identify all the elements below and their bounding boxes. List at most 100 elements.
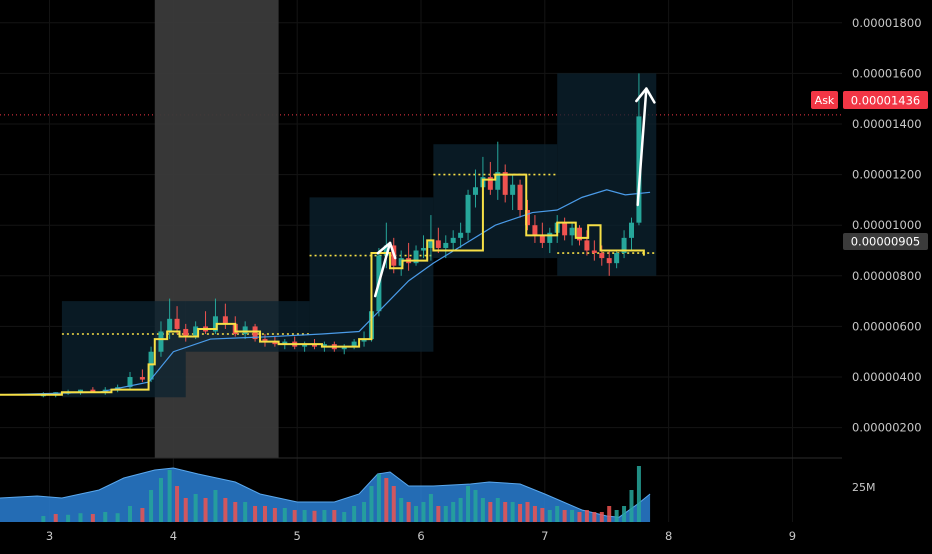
candle-body xyxy=(148,351,154,380)
volume-bar xyxy=(495,498,500,522)
volume-bar xyxy=(399,498,404,522)
volume-bar xyxy=(272,508,277,522)
candle-body xyxy=(629,222,634,238)
candle-body xyxy=(495,172,501,190)
volume-bar xyxy=(128,506,133,522)
candle-body xyxy=(262,339,268,342)
candle-body xyxy=(127,377,133,388)
volume-bar xyxy=(525,502,530,522)
volume-bar xyxy=(614,510,619,522)
candle-body xyxy=(413,250,419,264)
volume-bar xyxy=(183,498,188,522)
x-tick-label: 3 xyxy=(46,529,53,543)
candle-body xyxy=(465,194,471,233)
volume-bar xyxy=(607,506,612,522)
candle-body xyxy=(212,316,218,332)
volume-bar xyxy=(406,502,411,522)
candle-body xyxy=(614,253,620,264)
volume-bar xyxy=(503,502,508,522)
volume-bar xyxy=(332,510,337,522)
volume-bar xyxy=(302,510,307,522)
volume-bar xyxy=(436,506,441,522)
candle-body xyxy=(222,316,228,324)
volume-bar xyxy=(428,494,433,522)
candle-body xyxy=(532,225,538,236)
candle-body xyxy=(351,341,357,347)
volume-bar xyxy=(233,502,238,522)
volume-bar xyxy=(577,512,582,522)
volume-bar xyxy=(540,508,545,522)
y-tick-label: 0.00000600 xyxy=(852,319,922,333)
y-tick-label: 0.00000200 xyxy=(852,421,922,435)
candle-body xyxy=(458,232,464,238)
y-tick-label: 0.00001400 xyxy=(852,117,922,131)
candle-body xyxy=(139,377,145,380)
moving-average-line xyxy=(0,189,651,396)
ask-label: Ask xyxy=(815,94,835,107)
volume-bar xyxy=(175,486,180,522)
candle-body xyxy=(174,318,180,329)
candle-body xyxy=(420,247,426,251)
candle-body xyxy=(183,328,189,337)
candle-body xyxy=(621,237,627,254)
candle-body xyxy=(252,326,258,340)
x-axis: 3 4 5 6 7 8 9 xyxy=(46,529,796,543)
candle-body xyxy=(472,187,478,195)
volume-bar xyxy=(629,490,634,522)
volume-bar xyxy=(90,514,95,522)
volume-bar xyxy=(115,513,120,522)
candle-body xyxy=(524,210,530,226)
volume-bar xyxy=(473,490,478,522)
volume-bar xyxy=(253,506,258,522)
candle-body xyxy=(539,235,545,243)
volume-bar xyxy=(555,506,560,522)
volume-bar xyxy=(262,506,267,522)
candle-body xyxy=(569,227,575,236)
candle-body xyxy=(636,116,642,223)
y-tick-label: 0.00000800 xyxy=(852,269,922,283)
candle-body xyxy=(562,222,568,236)
arrow-shaft xyxy=(636,87,648,207)
volume-bar xyxy=(282,508,287,522)
volume-bar xyxy=(149,490,154,522)
volume-bar xyxy=(167,470,172,522)
arrow-shaft xyxy=(373,241,392,298)
candle-body xyxy=(167,318,173,332)
volume-area-edge xyxy=(0,467,651,518)
volume-bar xyxy=(322,510,327,522)
candle-body xyxy=(443,242,449,248)
volume-bar xyxy=(213,490,218,522)
x-tick-label: 8 xyxy=(665,529,672,543)
volume-bar xyxy=(466,486,471,522)
volume-bar xyxy=(243,502,248,522)
step-line xyxy=(0,173,645,396)
candle-body xyxy=(383,245,389,256)
candle-body xyxy=(272,341,278,345)
ask-label-box xyxy=(811,91,838,109)
last-price: 0.00000905 xyxy=(851,235,921,249)
ask-price-box xyxy=(843,91,928,109)
volume-bar xyxy=(312,510,317,522)
volume-bar xyxy=(592,512,597,522)
volume-bar xyxy=(41,516,46,522)
candle-body xyxy=(158,331,164,352)
candle-body xyxy=(321,344,327,347)
volume-bar xyxy=(547,510,552,522)
volume-bar xyxy=(562,510,567,522)
y-tick-label: 0.00001200 xyxy=(852,168,922,182)
y-axis: 0.00000200 0.00000400 0.00000600 0.00000800… xyxy=(852,16,922,435)
volume-bar xyxy=(451,502,456,522)
volume-bar xyxy=(570,510,575,522)
y-tick-label: 0.00000400 xyxy=(852,370,922,384)
indicator-lines xyxy=(0,173,651,396)
volume-bar xyxy=(53,514,58,522)
volume-bar xyxy=(510,502,515,522)
candle-body xyxy=(517,184,523,211)
candle-body xyxy=(428,240,434,248)
range-box xyxy=(61,301,186,398)
candle-body xyxy=(547,232,553,243)
candle-body xyxy=(576,227,582,241)
volume-bar xyxy=(622,506,627,522)
